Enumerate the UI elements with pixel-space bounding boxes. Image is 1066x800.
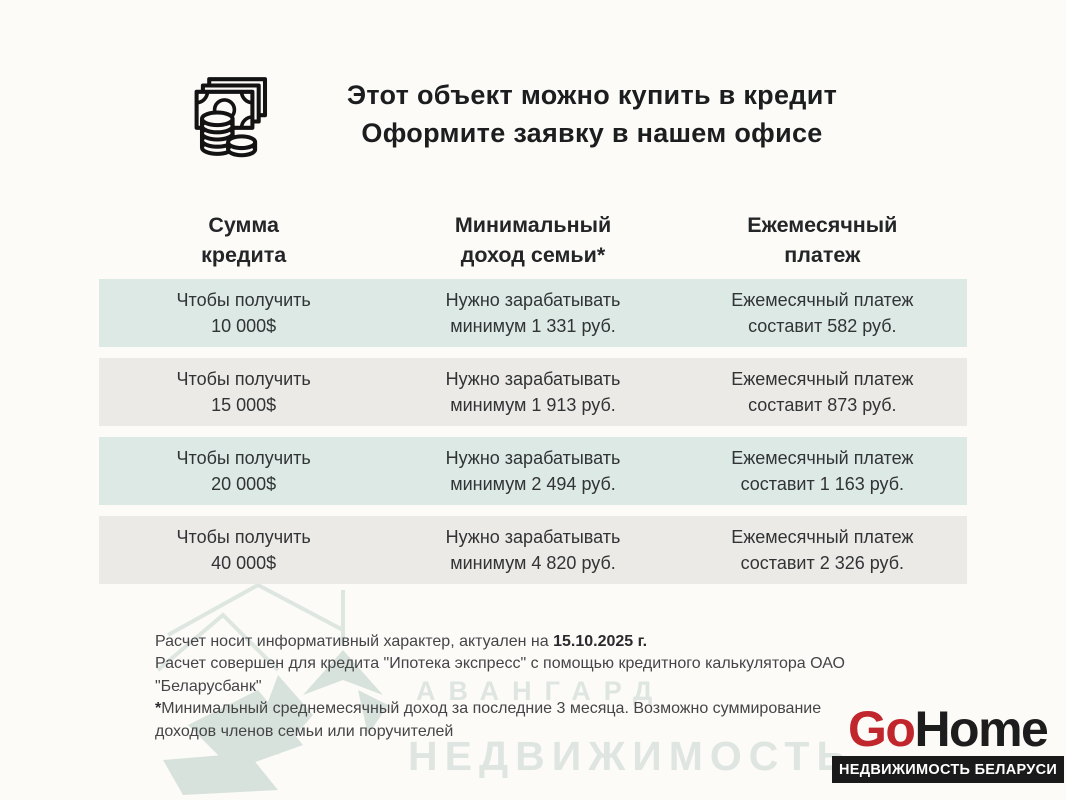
cell-text: 10 000$: [211, 316, 277, 336]
column-header-text: кредита: [201, 243, 287, 267]
title-line-1: Этот объект можно купить в кредит: [346, 80, 838, 110]
footnote-line-1: Расчет носит информативный характер, акт…: [155, 631, 865, 653]
min-income-cell: Нужно зарабатывать минимум 1 331 руб.: [388, 287, 677, 339]
cell-text: Ежемесячный платеж: [731, 290, 914, 310]
cell-text: Нужно зарабатывать: [445, 527, 621, 547]
cell-text: составит 873 руб.: [748, 395, 897, 415]
min-income-cell: Нужно зарабатывать минимум 1 913 руб.: [388, 366, 677, 418]
gohome-logo: GoHome НЕДВИЖИМОСТЬ БЕЛАРУСИ: [832, 701, 1065, 783]
footnote-line-2: Расчет совершен для кредита "Ипотека экс…: [155, 655, 845, 673]
gohome-logo-text: GoHome: [848, 701, 1049, 757]
credit-amount-cell: Чтобы получить 10 000$: [99, 287, 388, 339]
cell-text: минимум 4 820 руб.: [450, 553, 616, 573]
cell-text: Чтобы получить: [176, 290, 311, 310]
credit-amount-cell: Чтобы получить 40 000$: [99, 524, 388, 576]
column-header-credit-sum: Сумма кредита: [99, 210, 388, 270]
table-row: Чтобы получить 40 000$ Нужно зарабатыват…: [99, 516, 967, 584]
page-title: Этот объект можно купить в кредит Оформи…: [262, 76, 922, 152]
cell-text: 20 000$: [211, 474, 277, 494]
footnote-line-4: *Минимальный среднемесячный доход за пос…: [155, 698, 865, 720]
cell-text: составит 2 326 руб.: [740, 553, 905, 573]
monthly-payment-cell: Ежемесячный платеж составит 873 руб.: [678, 366, 967, 418]
column-header-text: доход семьи*: [460, 243, 606, 267]
cell-text: минимум 1 331 руб.: [450, 316, 616, 336]
column-header-text: Минимальный: [454, 213, 612, 237]
money-icon: [194, 77, 268, 158]
cell-text: Чтобы получить: [176, 527, 311, 547]
monthly-payment-cell: Ежемесячный платеж составит 582 руб.: [678, 287, 967, 339]
column-header-monthly-payment: Ежемесячный платеж: [678, 210, 967, 270]
cell-text: Чтобы получить: [176, 369, 311, 389]
footnote-line-3: "Беларусбанк": [155, 677, 262, 695]
cell-text: составит 582 руб.: [748, 316, 897, 336]
logo-go: Go: [848, 701, 916, 757]
table-row: Чтобы получить 15 000$ Нужно зарабатыват…: [99, 358, 967, 426]
column-header-min-income: Минимальный доход семьи*: [388, 210, 677, 270]
table-header: Сумма кредита Минимальный доход семьи* Е…: [99, 210, 967, 270]
footnote-line-5: доходов членов семьи или поручителей: [155, 722, 454, 740]
credit-amount-cell: Чтобы получить 15 000$: [99, 366, 388, 418]
column-header-text: Ежемесячный: [747, 213, 898, 237]
cell-text: 40 000$: [211, 553, 277, 573]
column-header-text: платеж: [784, 243, 861, 267]
cell-text: составит 1 163 руб.: [740, 474, 905, 494]
title-line-2: Оформите заявку в нашем офисе: [361, 118, 823, 148]
column-header-text: Сумма: [208, 213, 279, 237]
cell-text: минимум 1 913 руб.: [450, 395, 616, 415]
gohome-logo-banner: НЕДВИЖИМОСТЬ БЕЛАРУСИ: [832, 756, 1065, 783]
footnote-date: 15.10.2025 г.: [553, 633, 648, 650]
footnote-text: Расчет носит информативный характер, акт…: [155, 633, 554, 650]
cell-text: 15 000$: [211, 395, 277, 415]
cell-text: Ежемесячный платеж: [731, 369, 914, 389]
monthly-payment-cell: Ежемесячный платеж составит 1 163 руб.: [678, 445, 967, 497]
cell-text: минимум 2 494 руб.: [450, 474, 616, 494]
table-row: Чтобы получить 20 000$ Нужно зарабатыват…: [99, 437, 967, 505]
cell-text: Нужно зарабатывать: [445, 290, 621, 310]
cell-text: Чтобы получить: [176, 448, 311, 468]
monthly-payment-cell: Ежемесячный платеж составит 2 326 руб.: [678, 524, 967, 576]
cell-text: Ежемесячный платеж: [731, 527, 914, 547]
cell-text: Ежемесячный платеж: [731, 448, 914, 468]
credit-amount-cell: Чтобы получить 20 000$: [99, 445, 388, 497]
min-income-cell: Нужно зарабатывать минимум 4 820 руб.: [388, 524, 677, 576]
credit-table: Чтобы получить 10 000$ Нужно зарабатыват…: [99, 279, 967, 595]
table-row: Чтобы получить 10 000$ Нужно зарабатыват…: [99, 279, 967, 347]
min-income-cell: Нужно зарабатывать минимум 2 494 руб.: [388, 445, 677, 497]
cell-text: Нужно зарабатывать: [445, 369, 621, 389]
asterisk-marker: *: [155, 700, 162, 718]
logo-home: Home: [914, 701, 1048, 757]
cell-text: Нужно зарабатывать: [445, 448, 621, 468]
footnotes: Расчет носит информативный характер, акт…: [155, 631, 865, 743]
footnote-text: Минимальный среднемесячный доход за посл…: [161, 700, 822, 718]
